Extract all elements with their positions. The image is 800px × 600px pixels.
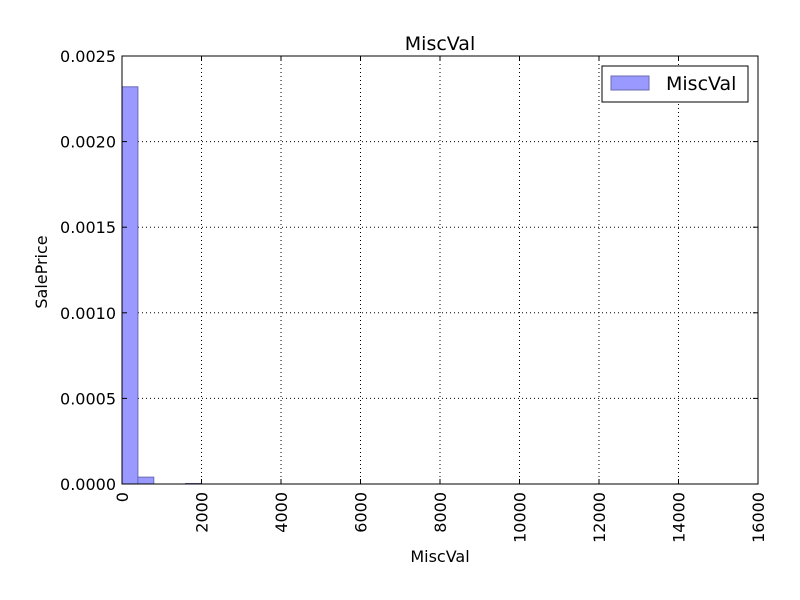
histogram-bar xyxy=(121,86,139,485)
y-tick-label: 0.0015 xyxy=(60,218,116,237)
y-tick-label: 0.0025 xyxy=(60,47,116,66)
x-tick-label: 4000 xyxy=(272,492,291,533)
x-axis: 0 2000 4000 6000 8000 10000 12000 14000 16000 xyxy=(113,56,768,543)
chart-title: MiscVal xyxy=(405,33,475,55)
histogram-bar xyxy=(137,476,155,485)
y-tick-label: 0.0010 xyxy=(60,304,116,323)
x-tick-label: 8000 xyxy=(431,492,450,533)
legend-swatch xyxy=(610,75,650,91)
x-tick-label: 14000 xyxy=(670,492,689,543)
x-tick-label: 2000 xyxy=(193,492,212,533)
legend-label: MiscVal xyxy=(666,73,736,95)
y-tick-label: 0.0020 xyxy=(60,133,116,152)
legend: MiscVal xyxy=(601,65,749,103)
x-tick-label: 12000 xyxy=(590,492,609,543)
x-tick-label: 6000 xyxy=(352,492,371,533)
x-tick-label: 16000 xyxy=(749,492,768,543)
x-axis-title: MiscVal xyxy=(410,547,469,566)
y-tick-label: 0.0000 xyxy=(60,475,116,494)
y-axis-title: SalePrice xyxy=(32,235,51,308)
y-axis: 0.0000 0.0005 0.0010 0.0015 0.0020 0.0025 xyxy=(60,47,758,494)
x-tick-label: 0 xyxy=(113,492,132,502)
y-tick-label: 0.0005 xyxy=(60,389,116,408)
x-tick-label: 10000 xyxy=(511,492,530,543)
